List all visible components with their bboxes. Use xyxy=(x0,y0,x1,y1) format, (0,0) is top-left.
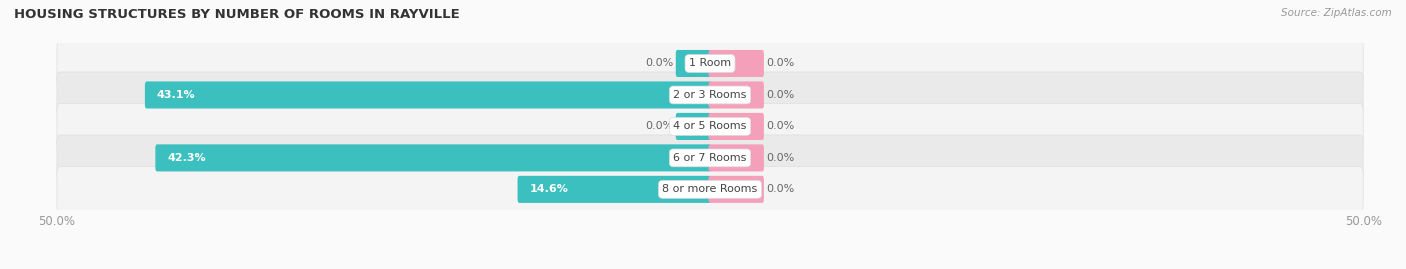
FancyBboxPatch shape xyxy=(676,50,711,77)
FancyBboxPatch shape xyxy=(56,72,1364,118)
FancyBboxPatch shape xyxy=(155,144,711,171)
Text: 43.1%: 43.1% xyxy=(157,90,195,100)
Legend: Owner-occupied, Renter-occupied: Owner-occupied, Renter-occupied xyxy=(582,268,838,269)
FancyBboxPatch shape xyxy=(56,135,1364,181)
Text: 8 or more Rooms: 8 or more Rooms xyxy=(662,184,758,194)
Text: 0.0%: 0.0% xyxy=(766,153,794,163)
Text: HOUSING STRUCTURES BY NUMBER OF ROOMS IN RAYVILLE: HOUSING STRUCTURES BY NUMBER OF ROOMS IN… xyxy=(14,8,460,21)
Text: 0.0%: 0.0% xyxy=(766,90,794,100)
FancyBboxPatch shape xyxy=(709,113,763,140)
Text: 2 or 3 Rooms: 2 or 3 Rooms xyxy=(673,90,747,100)
Text: 0.0%: 0.0% xyxy=(766,121,794,132)
FancyBboxPatch shape xyxy=(709,50,763,77)
Text: 0.0%: 0.0% xyxy=(645,121,673,132)
Text: 42.3%: 42.3% xyxy=(167,153,207,163)
Text: 14.6%: 14.6% xyxy=(530,184,568,194)
Text: 4 or 5 Rooms: 4 or 5 Rooms xyxy=(673,121,747,132)
Text: 0.0%: 0.0% xyxy=(766,184,794,194)
FancyBboxPatch shape xyxy=(56,41,1364,86)
FancyBboxPatch shape xyxy=(56,167,1364,212)
FancyBboxPatch shape xyxy=(676,113,711,140)
Text: Source: ZipAtlas.com: Source: ZipAtlas.com xyxy=(1281,8,1392,18)
FancyBboxPatch shape xyxy=(56,104,1364,149)
Text: 1 Room: 1 Room xyxy=(689,58,731,69)
FancyBboxPatch shape xyxy=(709,176,763,203)
FancyBboxPatch shape xyxy=(517,176,711,203)
FancyBboxPatch shape xyxy=(709,82,763,108)
FancyBboxPatch shape xyxy=(145,82,711,108)
Text: 0.0%: 0.0% xyxy=(645,58,673,69)
FancyBboxPatch shape xyxy=(709,144,763,171)
Text: 0.0%: 0.0% xyxy=(766,58,794,69)
Text: 6 or 7 Rooms: 6 or 7 Rooms xyxy=(673,153,747,163)
